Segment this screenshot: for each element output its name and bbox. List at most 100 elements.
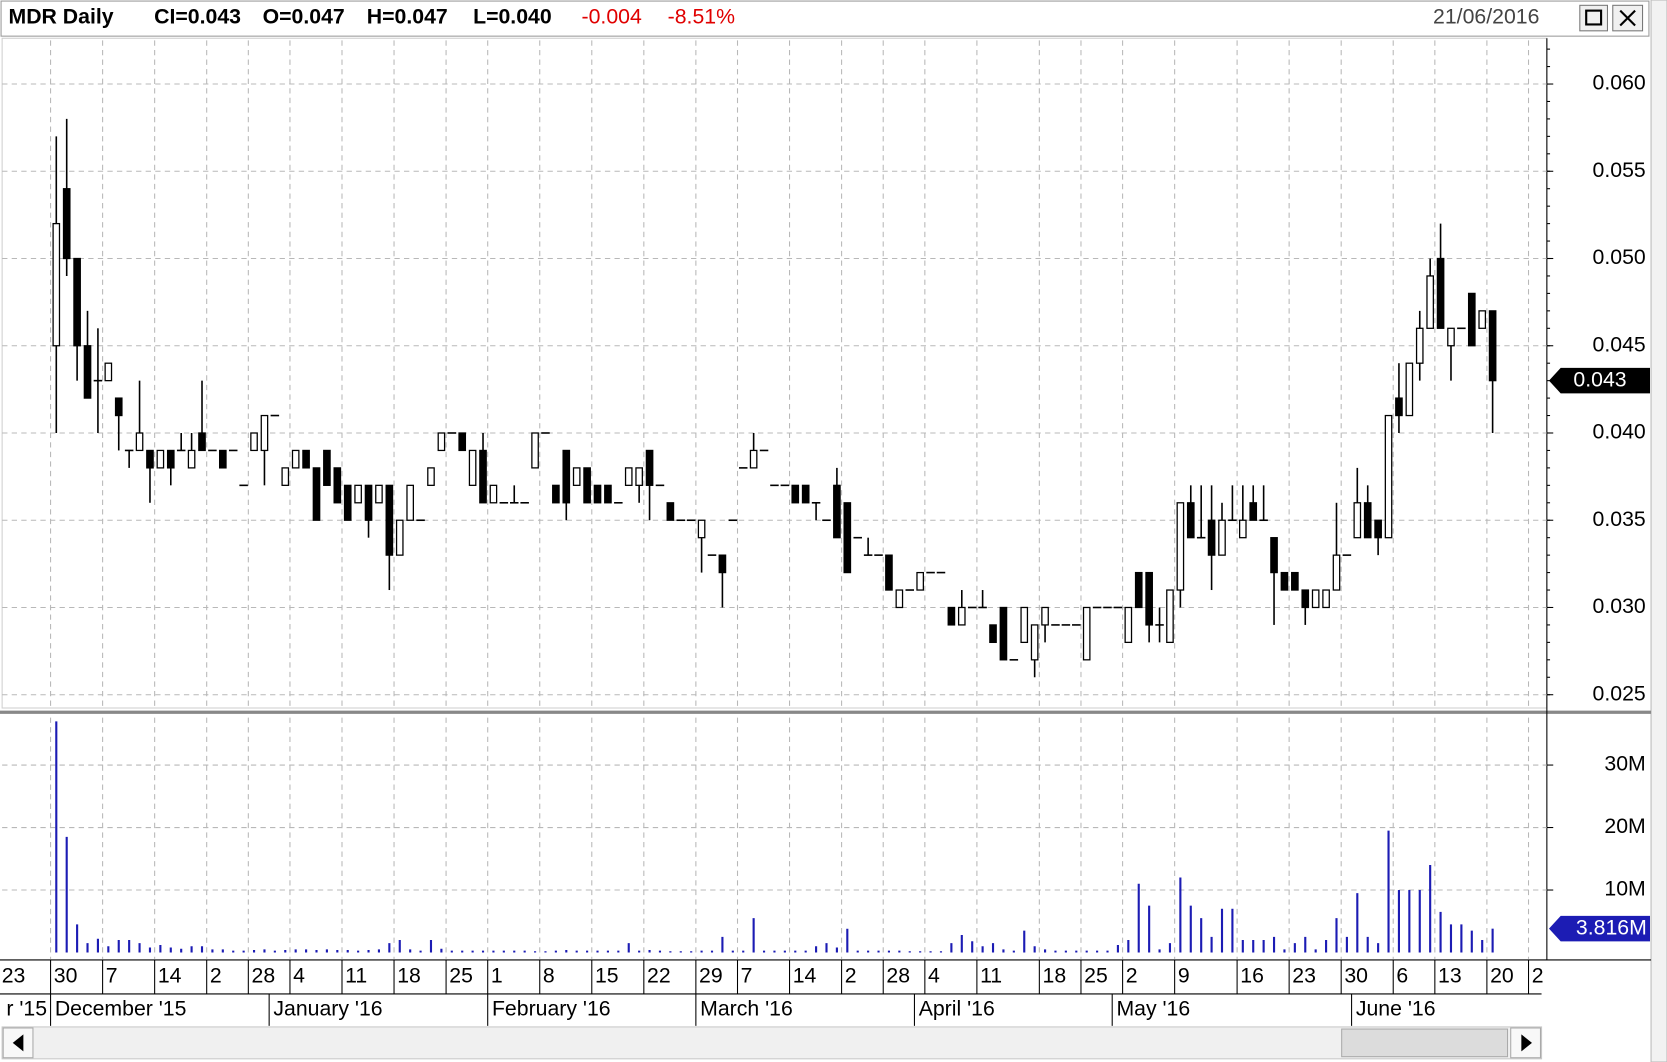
- candle-body: [645, 449, 654, 486]
- x-tick-label: 22: [647, 964, 671, 988]
- header-field: O=0.047: [263, 5, 345, 29]
- candle-body: [1186, 502, 1195, 539]
- header-change: -0.004: [582, 5, 642, 29]
- candle-body: [468, 449, 477, 486]
- x-tick-label: 25: [1084, 964, 1108, 988]
- candle-body: [114, 397, 123, 417]
- candle-body: [1270, 537, 1278, 574]
- x-tick-label: 4: [293, 964, 305, 988]
- candle-body: [1384, 414, 1393, 539]
- candle-body: [749, 449, 758, 469]
- candle-body: [198, 432, 206, 452]
- candle-body: [1176, 502, 1185, 591]
- x-tick-label: 4: [928, 964, 940, 988]
- candle-body: [583, 467, 591, 504]
- candle-body: [666, 502, 675, 521]
- candle-body: [1301, 589, 1310, 609]
- candle-body: [1436, 257, 1445, 329]
- candle-body: [187, 449, 196, 469]
- x-tick-label: 2: [1126, 964, 1138, 988]
- candle-body: [343, 484, 352, 521]
- month-label: March '16: [700, 997, 793, 1021]
- header-field: L=0.040: [473, 5, 552, 29]
- candle-body: [375, 484, 383, 504]
- candle-body: [1447, 327, 1455, 347]
- candle-body: [104, 362, 113, 382]
- scroll-thumb[interactable]: [1341, 1028, 1509, 1058]
- candle-body: [62, 188, 71, 260]
- candle-body: [73, 257, 81, 347]
- candle-body: [479, 449, 487, 504]
- x-tick-label: 15: [595, 964, 619, 988]
- candle-body: [323, 449, 331, 486]
- x-tick-label: 11: [345, 964, 367, 988]
- candle-body: [791, 484, 800, 504]
- month-label: December '15: [55, 997, 187, 1021]
- x-tick-label: 6: [1396, 964, 1408, 988]
- x-tick-label: 8: [543, 964, 555, 988]
- scrollbar[interactable]: [1, 1026, 1543, 1060]
- month-label: June '16: [1356, 997, 1436, 1021]
- y-tick-label: 0.050: [1593, 245, 1646, 269]
- candle-body: [833, 484, 841, 539]
- candle-body: [604, 484, 612, 504]
- chart-title: MDR Daily: [9, 5, 114, 29]
- y2-tick-label: 10M: [1604, 877, 1645, 901]
- x-tick-label: 1: [491, 964, 503, 988]
- candle-body: [1374, 519, 1382, 539]
- scroll-left-icon: [12, 1034, 24, 1052]
- candle-body: [385, 484, 394, 556]
- x-tick-label: 25: [449, 964, 473, 988]
- candle-body: [801, 484, 810, 504]
- candle-body: [531, 432, 539, 469]
- x-tick-label: 28: [252, 964, 276, 988]
- candle-body: [947, 606, 956, 626]
- header-field: CI=0.043: [154, 5, 241, 29]
- candle-body: [1280, 571, 1289, 591]
- candle-body: [1353, 502, 1362, 539]
- x-tick-label: 18: [1043, 964, 1067, 988]
- candle-body: [250, 432, 258, 452]
- last-price-marker: [1548, 367, 1650, 394]
- candle-body: [1134, 571, 1143, 609]
- month-label: May '16: [1116, 997, 1190, 1021]
- scroll-right-icon: [1521, 1034, 1532, 1052]
- candle-body: [146, 449, 154, 469]
- y-tick-label: 0.055: [1593, 158, 1646, 182]
- x-tick-label: 29: [699, 964, 723, 988]
- x-tick-label: 9: [1178, 964, 1190, 988]
- y-tick-label: 0.060: [1593, 71, 1646, 95]
- window-buttons[interactable]: [1579, 4, 1644, 32]
- candle-body: [312, 467, 321, 521]
- x-tick-label: 14: [158, 964, 182, 988]
- candle-body: [1030, 624, 1039, 661]
- scroll-track[interactable]: [1, 1026, 1543, 1060]
- maximize-icon: [1585, 9, 1603, 26]
- maximize-button[interactable]: [1579, 4, 1608, 32]
- last-volume-label: 3.816M: [1576, 915, 1647, 939]
- close-icon: [1619, 9, 1636, 27]
- x-tick-label: 28: [886, 964, 910, 988]
- x-tick-label: 16: [1240, 964, 1264, 988]
- x-tick-label: 23: [1292, 964, 1316, 988]
- candle-body: [302, 449, 310, 469]
- x-tick-label: 20: [1490, 964, 1514, 988]
- candle-body: [437, 432, 446, 452]
- x-tick-label: 23: [2, 964, 26, 988]
- candle-body: [1322, 589, 1330, 609]
- month-label: r '15: [6, 997, 47, 1021]
- month-label: January '16: [273, 997, 382, 1021]
- month-label: February '16: [492, 997, 611, 1021]
- y-tick-label: 0.045: [1593, 332, 1646, 356]
- candle-body: [1363, 502, 1372, 539]
- candle-body: [562, 449, 571, 504]
- y-tick-label: 0.035: [1593, 507, 1646, 531]
- x-tick-label: 30: [54, 964, 78, 988]
- x-tick-label: 7: [106, 964, 118, 988]
- candle-body: [333, 467, 342, 504]
- candle-body: [354, 484, 362, 504]
- candle-body: [1488, 310, 1497, 382]
- candle-body: [1124, 606, 1133, 644]
- candle-body: [135, 432, 144, 452]
- header-field: H=0.047: [367, 5, 448, 29]
